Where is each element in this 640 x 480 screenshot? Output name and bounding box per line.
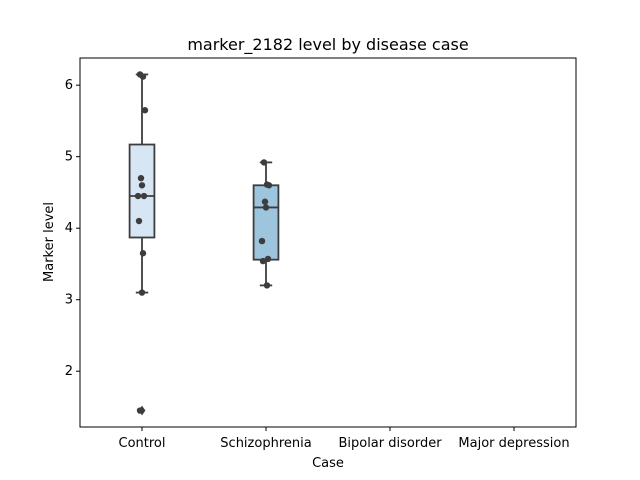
data-point (137, 174, 145, 182)
data-point (139, 73, 147, 80)
y-axis-label: Marker level (42, 202, 57, 282)
box-schizophrenia (252, 161, 280, 287)
data-point (140, 192, 148, 200)
data-point (264, 255, 272, 263)
x-tick-label: Control (119, 436, 166, 451)
y-axis: 2 3 4 5 6 (65, 78, 80, 379)
chart-title: marker_2182 level by disease case (187, 35, 468, 55)
data-point (139, 250, 147, 257)
data-point (138, 289, 146, 296)
x-tick-label: Bipolar disorder (338, 436, 442, 451)
box-control (128, 73, 156, 416)
y-tick-label: 5 (65, 150, 73, 165)
y-tick-label: 2 (65, 364, 73, 379)
data-point (259, 257, 267, 265)
data-point (138, 182, 146, 189)
x-axis-label: Case (312, 456, 344, 471)
data-point (263, 282, 271, 289)
y-tick-label: 6 (65, 78, 73, 93)
x-axis: Control Schizophrenia Bipolar disorder Majo… (119, 427, 570, 451)
data-point (261, 198, 269, 205)
data-point (141, 107, 149, 114)
box-iqr (128, 143, 156, 239)
data-point (260, 159, 268, 166)
data-point (134, 192, 142, 200)
data-point (136, 407, 144, 414)
box-series (128, 73, 280, 416)
x-tick-label: Major depression (458, 436, 569, 451)
x-tick-label: Schizophrenia (220, 436, 311, 451)
data-points (134, 71, 273, 414)
data-point (135, 217, 143, 225)
data-point (258, 237, 266, 245)
y-tick-label: 3 (65, 293, 73, 308)
y-tick-label: 4 (65, 221, 73, 236)
plot-area-frame (79, 57, 577, 428)
box-iqr (252, 184, 280, 261)
data-point (262, 204, 270, 211)
data-point (265, 182, 273, 189)
